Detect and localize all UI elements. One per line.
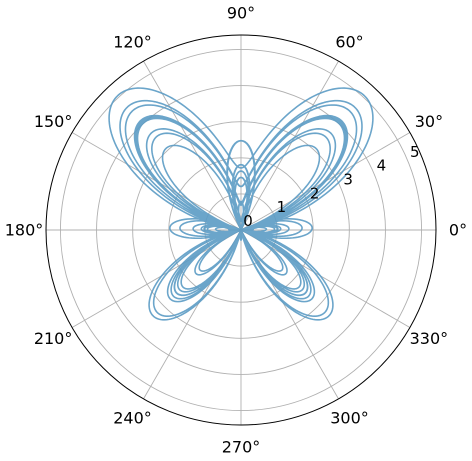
- radial-tick-label: 0: [243, 212, 253, 230]
- angular-tick-label: 180°: [5, 221, 44, 240]
- radial-tick-label: 5: [410, 143, 420, 161]
- angular-tick-label: 330°: [410, 329, 449, 348]
- angular-tick-label: 90°: [227, 4, 255, 23]
- angular-tick-label: 30°: [415, 112, 443, 131]
- polar-frame: [45, 34, 437, 426]
- angular-gridline: [143, 229, 242, 400]
- angular-tick-label: 240°: [113, 408, 152, 427]
- angular-tick-label: 270°: [222, 438, 261, 457]
- series-group: [108, 87, 374, 321]
- radial-tick-label: 1: [277, 198, 287, 216]
- angular-tick-label: 300°: [330, 408, 369, 427]
- radial-tick-label: 4: [377, 157, 387, 175]
- angular-gridline: [240, 229, 339, 400]
- radial-tick-label: 3: [343, 171, 353, 189]
- angular-tick-label: 210°: [34, 329, 73, 348]
- radial-tick-label: 2: [310, 184, 320, 202]
- angular-tick-labels: 0° 30° 60° 90° 120° 150° 180° 210° 240° 270° 300° 3…: [5, 4, 467, 457]
- series-line: [108, 87, 374, 321]
- angular-gridline: [143, 60, 242, 231]
- angular-tick-label: 60°: [335, 33, 363, 52]
- angular-tick-label: 0°: [449, 221, 467, 240]
- angular-tick-label: 120°: [113, 33, 152, 52]
- angular-tick-label: 150°: [34, 112, 73, 131]
- angular-gridline: [240, 60, 339, 231]
- radial-tick-labels: 0 1 2 3 4 5: [243, 143, 419, 230]
